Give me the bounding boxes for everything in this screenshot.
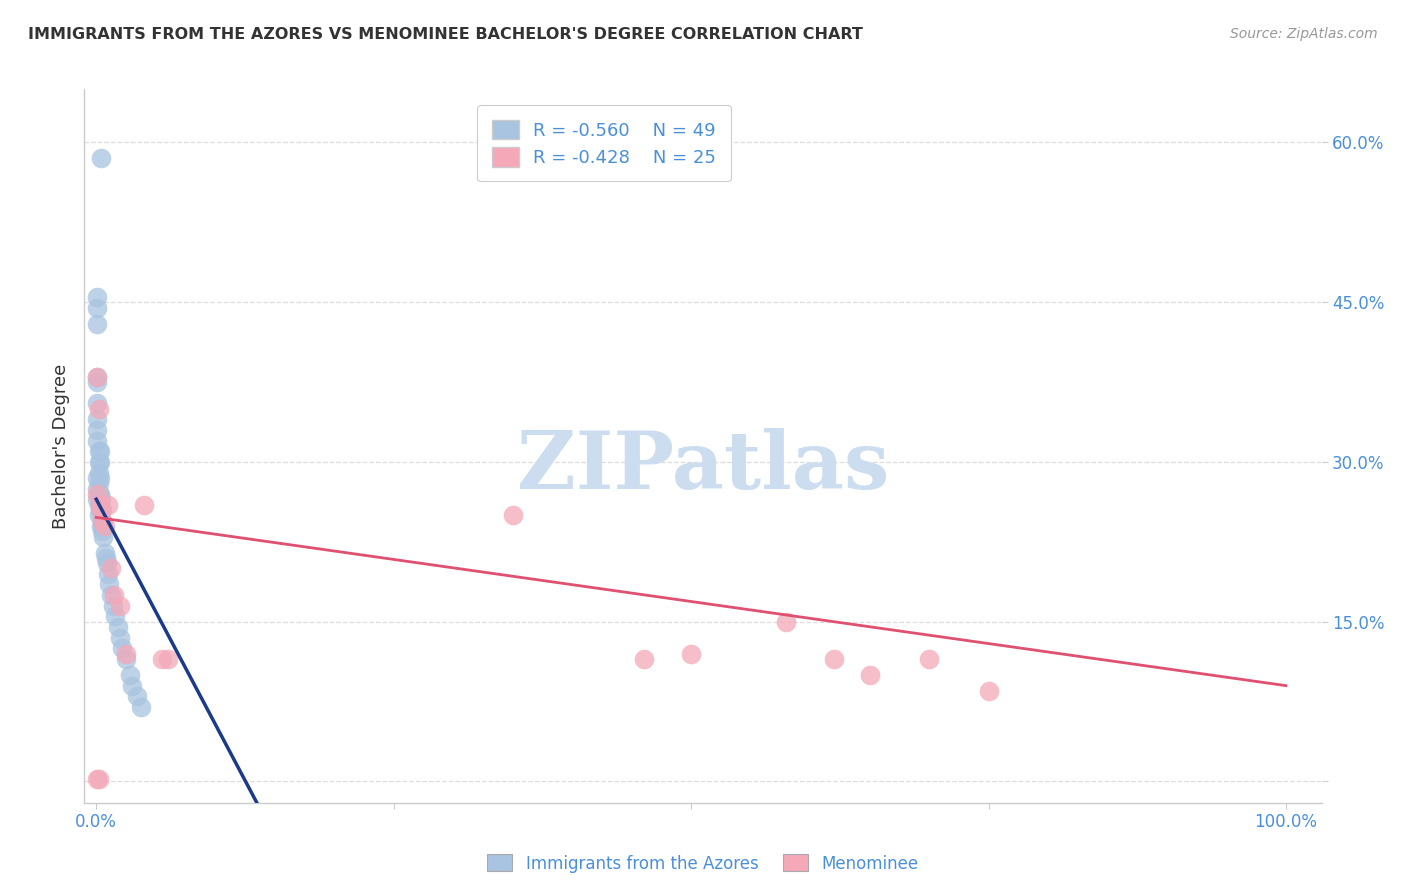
Point: [108, 631, 131, 645]
Y-axis label: Bachelor's Degree: Bachelor's Degree: [52, 363, 70, 529]
Point: [86, 482, 108, 496]
Point: [91, 514, 114, 528]
Point: [91, 503, 114, 517]
Point: [93, 545, 115, 559]
Point: [93, 519, 115, 533]
Point: [86, 412, 108, 426]
Point: [89, 503, 111, 517]
Point: [87, 487, 110, 501]
Point: [156, 652, 179, 666]
Point: [89, 444, 111, 458]
Point: [86, 301, 108, 315]
Point: [90, 492, 112, 507]
Point: [86, 369, 108, 384]
Point: [86, 471, 108, 485]
Point: [87, 455, 110, 469]
Point: [111, 641, 134, 656]
Point: [86, 423, 108, 437]
Point: [90, 503, 112, 517]
Point: [86, 369, 108, 384]
Point: [87, 498, 110, 512]
Point: [150, 652, 173, 666]
Point: [633, 652, 655, 666]
Point: [86, 772, 108, 787]
Point: [108, 599, 131, 613]
Point: [977, 684, 1000, 698]
Point: [94, 550, 117, 565]
Point: [87, 444, 110, 458]
Point: [91, 524, 114, 539]
Point: [90, 503, 112, 517]
Point: [89, 487, 111, 501]
Point: [101, 599, 124, 613]
Point: [121, 679, 143, 693]
Point: [87, 772, 110, 787]
Point: [98, 577, 121, 591]
Point: [107, 620, 129, 634]
Point: [87, 401, 110, 416]
Point: [86, 290, 108, 304]
Point: [96, 556, 118, 570]
Point: [86, 492, 108, 507]
Legend: R = -0.560    N = 49, R = -0.428    N = 25: R = -0.560 N = 49, R = -0.428 N = 25: [478, 105, 731, 181]
Point: [86, 487, 108, 501]
Point: [97, 566, 120, 581]
Point: [104, 609, 127, 624]
Point: [90, 519, 112, 533]
Point: [100, 588, 122, 602]
Point: [858, 668, 880, 682]
Point: [86, 396, 108, 410]
Point: [93, 529, 115, 543]
Point: [115, 652, 138, 666]
Point: [87, 508, 110, 523]
Point: [87, 466, 110, 480]
Point: [89, 498, 111, 512]
Point: [115, 647, 138, 661]
Point: [90, 152, 112, 166]
Point: [91, 514, 114, 528]
Point: [86, 434, 108, 448]
Point: [100, 561, 122, 575]
Point: [502, 508, 524, 523]
Text: ZIPatlas: ZIPatlas: [517, 428, 889, 507]
Point: [775, 615, 797, 629]
Point: [93, 519, 115, 533]
Point: [86, 375, 108, 389]
Legend: Immigrants from the Azores, Menominee: Immigrants from the Azores, Menominee: [481, 847, 925, 880]
Text: Source: ZipAtlas.com: Source: ZipAtlas.com: [1230, 27, 1378, 41]
Point: [87, 476, 110, 491]
Point: [823, 652, 845, 666]
Point: [132, 498, 155, 512]
Point: [118, 668, 141, 682]
Text: IMMIGRANTS FROM THE AZORES VS MENOMINEE BACHELOR'S DEGREE CORRELATION CHART: IMMIGRANTS FROM THE AZORES VS MENOMINEE …: [28, 27, 863, 42]
Point: [125, 690, 148, 704]
Point: [131, 700, 153, 714]
Point: [918, 652, 941, 666]
Point: [681, 647, 703, 661]
Point: [89, 455, 111, 469]
Point: [89, 471, 111, 485]
Point: [103, 588, 125, 602]
Point: [97, 498, 120, 512]
Point: [86, 317, 108, 331]
